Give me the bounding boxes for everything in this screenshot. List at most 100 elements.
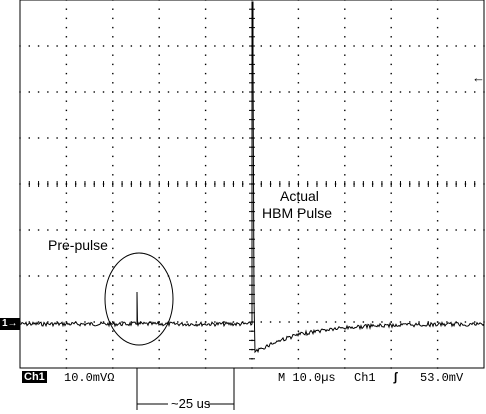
grid-dot: [483, 229, 485, 231]
trigger-slope-icon: ʃ: [392, 371, 400, 385]
grid-dot: [344, 284, 346, 286]
grid-dot: [37, 45, 40, 47]
grid-dot: [344, 210, 346, 213]
grid-dot: [390, 128, 392, 130]
grid-dot: [288, 137, 290, 139]
grid-dot: [28, 137, 30, 139]
grid-dot: [223, 137, 225, 139]
grid-dot: [204, 238, 207, 240]
grid-dot: [112, 118, 114, 121]
grid-dot: [297, 72, 300, 75]
grid-dot: [204, 266, 207, 268]
grid-dot: [344, 146, 346, 148]
grid-dot: [186, 229, 188, 231]
grid-dot: [158, 275, 160, 277]
grid-dot: [436, 367, 439, 369]
trigger-level: 53.0mV: [420, 371, 464, 385]
interval-label: ~25 us: [171, 396, 211, 411]
grid-dot: [436, 36, 439, 38]
grid-dot: [260, 91, 262, 93]
grid-dot: [455, 321, 457, 323]
grid-dot: [158, 266, 160, 268]
grid-dot: [446, 275, 448, 277]
grid-dot: [195, 229, 198, 231]
grid-dot: [334, 45, 337, 47]
grid-dot: [344, 26, 346, 29]
grid-dot: [204, 247, 207, 250]
grid-dot: [297, 91, 300, 93]
grid-dot: [297, 312, 300, 314]
grid-dot: [19, 137, 21, 139]
grid-dot: [65, 247, 68, 250]
grid-dot: [65, 192, 68, 194]
grid-dot: [47, 137, 49, 139]
grid-dot: [65, 330, 68, 332]
grid-dot: [269, 91, 272, 93]
grid-dot: [436, 220, 439, 222]
grid-dot: [242, 91, 244, 93]
grid-dot: [390, 8, 392, 10]
grid-dot: [427, 321, 430, 323]
grid-dot: [158, 330, 160, 332]
grid-dot: [158, 174, 160, 176]
grid-dot: [186, 275, 188, 277]
grid-dot: [371, 137, 374, 139]
grid-dot: [112, 284, 114, 286]
grid-dot: [74, 45, 77, 47]
grid-dot: [84, 275, 86, 277]
grid-dot: [362, 321, 365, 323]
grid-dot: [112, 358, 114, 360]
grid-dot: [204, 229, 207, 231]
grid-dot: [158, 321, 160, 323]
grid-dot: [214, 321, 216, 323]
grid-dot: [112, 312, 114, 314]
grid-dot: [158, 247, 160, 250]
ground-level-marker: 1→: [0, 318, 20, 330]
grid-dot: [112, 247, 114, 250]
grid-dot: [316, 137, 318, 139]
grid-dot: [297, 26, 300, 29]
grid-dot: [112, 72, 114, 75]
grid-dot: [316, 45, 318, 47]
grid-dot: [390, 330, 392, 332]
grid-dot: [65, 109, 68, 112]
grid-dot: [204, 72, 207, 75]
grid-dot: [279, 91, 281, 93]
grid-dot: [297, 247, 300, 250]
grid-dot: [269, 321, 272, 323]
grid-dot: [436, 26, 439, 29]
grid-dot: [297, 220, 300, 222]
grid-dot: [112, 164, 114, 167]
grid-dot: [436, 348, 439, 351]
grid-dot: [390, 0, 392, 1]
grid-dot: [344, 100, 346, 102]
grid-dot: [177, 275, 179, 277]
grid-dot: [121, 45, 123, 47]
grid-dot: [158, 302, 160, 305]
grid-dot: [93, 321, 95, 323]
grid-dot: [186, 137, 188, 139]
grid-dot: [65, 229, 68, 231]
grid-dot: [112, 266, 114, 268]
grid-dot: [232, 91, 235, 93]
grid-dot: [436, 155, 439, 158]
graticule: [19, 0, 485, 369]
grid-dot: [47, 91, 49, 93]
grid-dot: [204, 220, 207, 222]
grid-dot: [344, 109, 346, 112]
grid-dot: [195, 321, 198, 323]
grid-dot: [436, 238, 439, 240]
grid-dot: [418, 229, 420, 231]
grid-dot: [177, 321, 179, 323]
grid-dot: [316, 275, 318, 277]
grid-dot: [344, 312, 346, 314]
grid-dot: [344, 8, 346, 10]
grid-dot: [362, 229, 365, 231]
grid-dot: [297, 348, 300, 351]
grid-dot: [112, 109, 114, 112]
grid-dot: [436, 137, 439, 139]
grid-dot: [436, 293, 439, 296]
grid-dot: [158, 146, 160, 148]
grid-dot: [436, 100, 439, 102]
grid-dot: [334, 229, 337, 231]
